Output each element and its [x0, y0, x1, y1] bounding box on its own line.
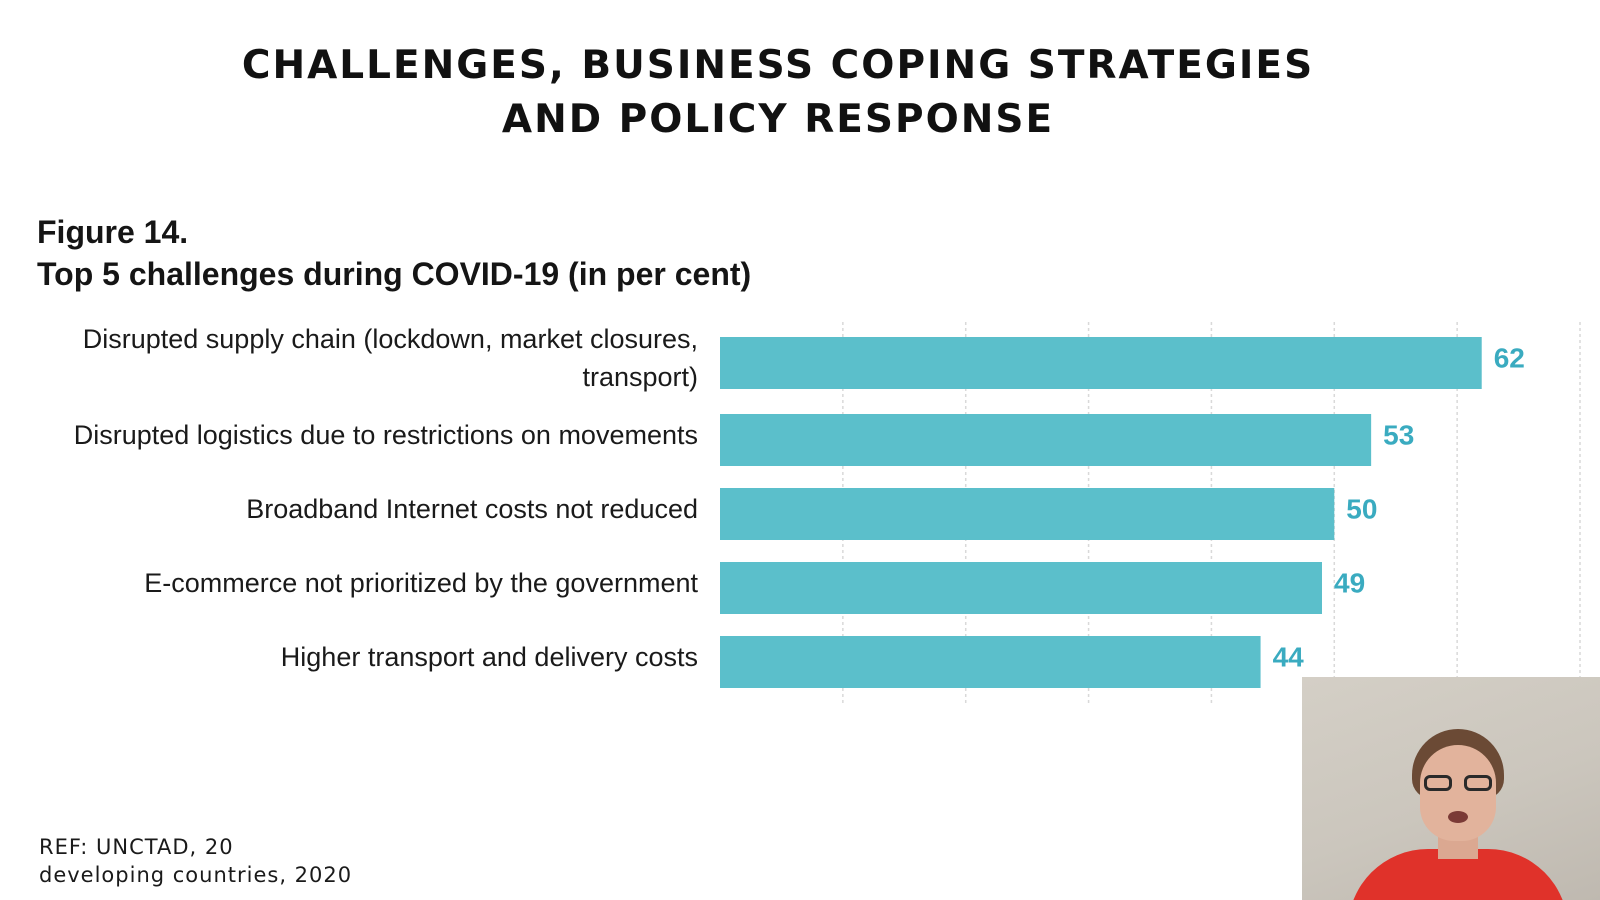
- chart-title: Top 5 challenges during COVID-19 (in per…: [37, 256, 752, 292]
- reference-line-1: REF: UNCTAD, 20: [39, 835, 234, 859]
- category-label: Disrupted logistics due to restrictions …: [74, 420, 698, 450]
- speaker-webcam-overlay: [1302, 677, 1600, 900]
- speaker-face: [1420, 745, 1496, 841]
- category-label: transport): [582, 362, 698, 392]
- category-label: E-commerce not prioritized by the govern…: [144, 568, 698, 598]
- bar-value-label: 49: [1334, 567, 1365, 598]
- category-label: Disrupted supply chain (lockdown, market…: [83, 324, 698, 354]
- reference-line-2: developing countries, 2020: [39, 863, 353, 887]
- slide-title-line-1: CHALLENGES, BUSINESS COPING STRATEGIES: [241, 43, 1315, 88]
- slide-title-line-2: AND POLICY RESPONSE: [501, 97, 1055, 142]
- glasses-icon: [1424, 775, 1492, 793]
- bar-value-label: 44: [1273, 641, 1305, 672]
- category-label: Broadband Internet costs not reduced: [246, 494, 698, 524]
- bar: [720, 337, 1482, 389]
- category-label: Higher transport and delivery costs: [281, 642, 698, 672]
- speaker-mouth: [1448, 811, 1468, 823]
- bar: [720, 636, 1261, 688]
- bar-value-label: 53: [1383, 419, 1414, 450]
- bar: [720, 562, 1322, 614]
- bar: [720, 414, 1372, 466]
- bar-value-label: 50: [1346, 493, 1377, 524]
- bar: [720, 488, 1335, 540]
- bar-value-label: 62: [1494, 342, 1525, 373]
- figure-number: Figure 14.: [37, 214, 189, 250]
